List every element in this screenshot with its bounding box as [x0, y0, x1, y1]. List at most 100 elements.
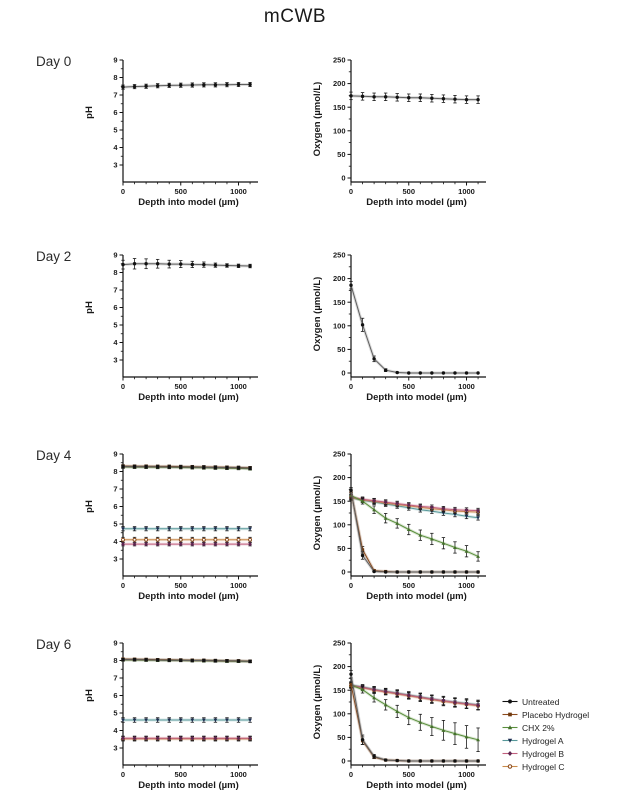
legend-label: CHX 2%: [522, 722, 555, 733]
svg-text:8: 8: [113, 656, 117, 665]
svg-text:Oxygen (µmol/L): Oxygen (µmol/L): [312, 665, 323, 740]
svg-text:0: 0: [349, 187, 353, 196]
svg-text:pH: pH: [84, 689, 95, 702]
svg-text:100: 100: [333, 321, 346, 330]
svg-text:4: 4: [113, 537, 118, 546]
svg-text:3: 3: [113, 744, 117, 753]
chart-day2-oxygen: 0 50 100 150 200 250 0 500 1000 Depth into model …: [307, 247, 517, 412]
svg-text:Depth into model (µm): Depth into model (µm): [366, 197, 466, 208]
legend-item-hydrogel-c: Hydrogel C: [502, 760, 589, 773]
legend-label: Hydrogel B: [522, 748, 565, 759]
svg-text:8: 8: [113, 268, 117, 277]
chart-day6-ph: 3 4 5 6 7 8 9 0 500 1000 Depth into model (µm) pH: [79, 635, 289, 800]
legend-label: Hydrogel C: [522, 761, 565, 772]
legend-label: Placebo Hydrogel: [522, 709, 590, 720]
svg-text:250: 250: [333, 639, 346, 648]
svg-text:1000: 1000: [230, 187, 247, 196]
svg-text:3: 3: [113, 356, 117, 365]
svg-text:Depth into model (µm): Depth into model (µm): [138, 197, 238, 208]
svg-text:1000: 1000: [230, 382, 247, 391]
svg-text:Depth into model (µm): Depth into model (µm): [366, 780, 466, 791]
svg-text:6: 6: [113, 502, 117, 511]
svg-text:4: 4: [113, 726, 118, 735]
chart-day0-oxygen: 0 50 100 150 200 250 0 500 1000 Depth into model …: [307, 52, 517, 217]
svg-text:6: 6: [113, 108, 117, 117]
legend-marker-circle-open-icon: [502, 764, 518, 769]
svg-text:250: 250: [333, 450, 346, 459]
svg-text:4: 4: [113, 143, 118, 152]
legend: Untreated Placebo Hydrogel CHX 2% Hydrogel …: [502, 695, 589, 773]
legend-item-hydrogel-b: Hydrogel B: [502, 747, 589, 760]
chart-day4-ph: 3 4 5 6 7 8 9 0 500 1000 Depth into model (µm) pH: [79, 446, 289, 611]
svg-text:8: 8: [113, 467, 117, 476]
svg-text:1000: 1000: [458, 382, 475, 391]
legend-marker-diamond-icon: [502, 750, 518, 757]
legend-item-untreated: Untreated: [502, 695, 589, 708]
svg-text:0: 0: [349, 770, 353, 779]
svg-text:Oxygen (µmol/L): Oxygen (µmol/L): [312, 82, 323, 157]
svg-text:Depth into model (µm): Depth into model (µm): [138, 591, 238, 602]
svg-text:0: 0: [341, 568, 345, 577]
legend-marker-triangle-icon: [502, 725, 518, 730]
svg-text:7: 7: [113, 674, 117, 683]
svg-text:50: 50: [337, 345, 345, 354]
svg-text:500: 500: [403, 187, 416, 196]
svg-text:0: 0: [349, 581, 353, 590]
svg-text:6: 6: [113, 303, 117, 312]
svg-text:6: 6: [113, 691, 117, 700]
svg-text:500: 500: [175, 382, 188, 391]
svg-text:100: 100: [333, 520, 346, 529]
svg-text:pH: pH: [84, 106, 95, 119]
svg-text:0: 0: [349, 382, 353, 391]
svg-text:1000: 1000: [458, 581, 475, 590]
svg-text:5: 5: [113, 126, 117, 135]
svg-text:100: 100: [333, 709, 346, 718]
svg-text:Depth into model (µm): Depth into model (µm): [366, 392, 466, 403]
svg-text:7: 7: [113, 91, 117, 100]
svg-text:150: 150: [333, 298, 346, 307]
legend-marker-circle-icon: [502, 699, 518, 704]
svg-text:200: 200: [333, 473, 346, 482]
row-label-day4: Day 4: [36, 448, 72, 463]
legend-marker-triangle-down-icon: [502, 738, 518, 743]
svg-text:0: 0: [341, 757, 345, 766]
svg-text:150: 150: [333, 497, 346, 506]
legend-item-placebo-hydrogel: Placebo Hydrogel: [502, 708, 589, 721]
svg-text:1000: 1000: [230, 581, 247, 590]
svg-text:Oxygen (µmol/L): Oxygen (µmol/L): [312, 476, 323, 551]
svg-text:Depth into model (µm): Depth into model (µm): [366, 591, 466, 602]
row-label-day0: Day 0: [36, 54, 72, 69]
svg-text:50: 50: [337, 733, 345, 742]
svg-text:9: 9: [113, 251, 117, 260]
svg-text:Oxygen (µmol/L): Oxygen (µmol/L): [312, 277, 323, 352]
svg-text:50: 50: [337, 544, 345, 553]
svg-text:9: 9: [113, 450, 117, 459]
svg-text:5: 5: [113, 709, 117, 718]
legend-label: Hydrogel A: [522, 735, 564, 746]
svg-text:0: 0: [121, 581, 125, 590]
svg-text:100: 100: [333, 126, 346, 135]
svg-text:1000: 1000: [458, 187, 475, 196]
figure-title: mCWB: [263, 6, 327, 27]
svg-text:0: 0: [341, 369, 345, 378]
legend-label: Untreated: [522, 696, 560, 707]
svg-text:9: 9: [113, 56, 117, 65]
svg-text:Depth into model (µm): Depth into model (µm): [138, 780, 238, 791]
svg-text:9: 9: [113, 639, 117, 648]
chart-day2-ph: 3 4 5 6 7 8 9 0 500 1000 Depth into model (µm) pH: [79, 247, 289, 412]
svg-text:200: 200: [333, 274, 346, 283]
svg-text:5: 5: [113, 520, 117, 529]
svg-text:5: 5: [113, 321, 117, 330]
svg-text:7: 7: [113, 286, 117, 295]
row-label-day2: Day 2: [36, 249, 72, 264]
svg-text:3: 3: [113, 161, 117, 170]
svg-text:500: 500: [175, 187, 188, 196]
svg-text:200: 200: [333, 79, 346, 88]
